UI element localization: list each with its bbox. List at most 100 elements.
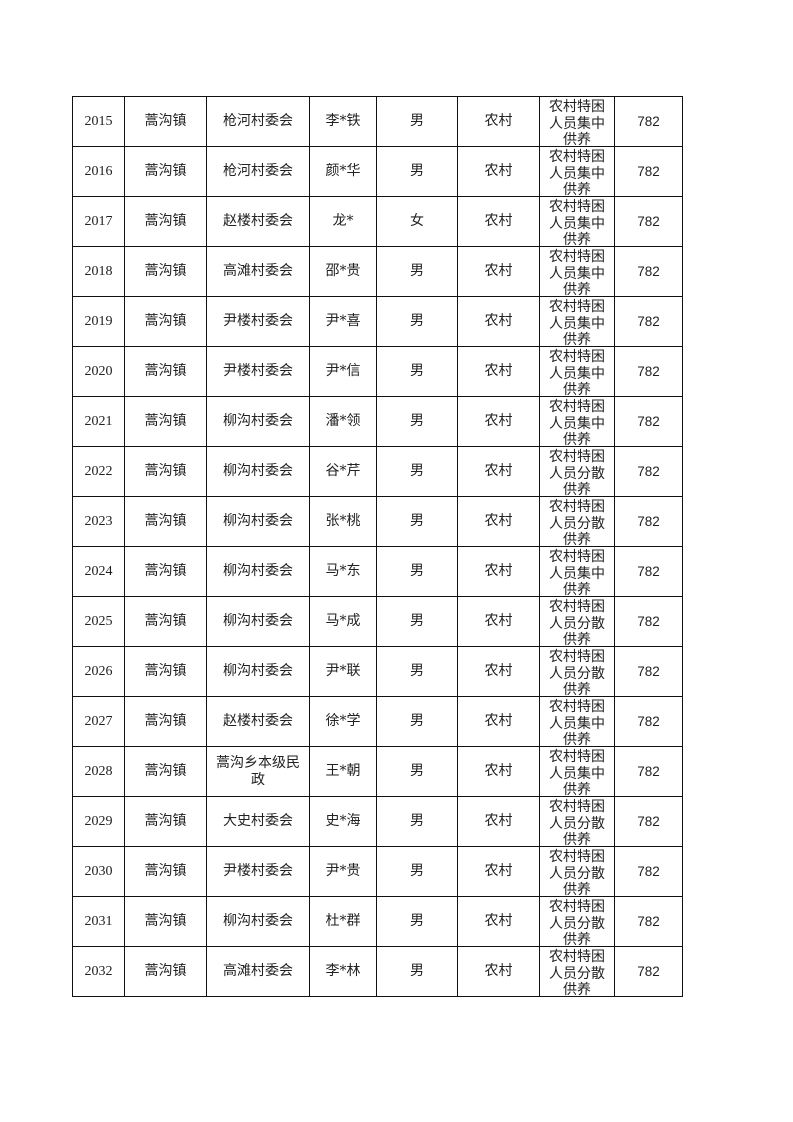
gender-cell-text: 男 [410,713,424,729]
name-cell: 尹*贵 [309,846,377,897]
support-type-cell: 农村特困人员集中供养 [539,396,615,447]
row-number-cell: 2023 [72,496,125,547]
area-cell: 农村 [457,596,540,647]
gender-cell: 男 [376,846,458,897]
support-type-cell-text: 农村特困人员集中供养 [549,549,605,596]
gender-cell-text: 男 [410,663,424,679]
amount-cell: 782 [614,196,683,247]
amount-cell-text: 782 [637,914,660,929]
support-type-cell-text: 农村特困人员分散供养 [549,849,605,896]
town-cell: 蒿沟镇 [124,796,207,847]
town-cell: 蒿沟镇 [124,96,207,147]
table-row: 2016 蒿沟镇 枪河村委会 颜*华 男 农村 农村特困人员集中供养 782 [72,146,683,197]
row-number-cell: 2027 [72,696,125,747]
amount-cell-text: 782 [637,664,660,679]
area-cell: 农村 [457,196,540,247]
name-cell-text: 颜*华 [325,163,361,179]
support-type-cell: 农村特困人员集中供养 [539,546,615,597]
support-type-cell: 农村特困人员集中供养 [539,696,615,747]
area-cell-text: 农村 [484,413,513,429]
village-cell: 尹楼村委会 [206,846,310,897]
amount-cell-text: 782 [637,964,660,979]
support-type-cell: 农村特困人员分散供养 [539,796,615,847]
row-number-cell: 2022 [72,446,125,497]
area-cell-text: 农村 [484,613,513,629]
village-cell: 柳沟村委会 [206,896,310,947]
table-row: 2030 蒿沟镇 尹楼村委会 尹*贵 男 农村 农村特困人员分散供养 782 [72,846,683,897]
gender-cell: 男 [376,596,458,647]
gender-cell-text: 男 [410,313,424,329]
area-cell: 农村 [457,896,540,947]
town-cell: 蒿沟镇 [124,446,207,497]
gender-cell: 男 [376,796,458,847]
amount-cell-text: 782 [637,114,660,129]
village-cell-text: 高滩村委会 [223,263,293,279]
name-cell-text: 杜*群 [325,913,361,929]
area-cell: 农村 [457,846,540,897]
table-row: 2022 蒿沟镇 柳沟村委会 谷*芹 男 农村 农村特困人员分散供养 782 [72,446,683,497]
town-cell: 蒿沟镇 [124,896,207,947]
support-type-cell-text: 农村特困人员集中供养 [549,99,605,146]
name-cell: 杜*群 [309,896,377,947]
name-cell-text: 徐*学 [325,713,361,729]
support-type-cell: 农村特困人员分散供养 [539,896,615,947]
row-number-cell: 2032 [72,946,125,997]
name-cell: 马*东 [309,546,377,597]
area-cell-text: 农村 [484,213,513,229]
village-cell: 柳沟村委会 [206,396,310,447]
amount-cell: 782 [614,746,683,797]
support-type-cell-text: 农村特困人员集中供养 [549,399,605,446]
table-row: 2031 蒿沟镇 柳沟村委会 杜*群 男 农村 农村特困人员分散供养 782 [72,896,683,947]
support-type-cell: 农村特困人员分散供养 [539,846,615,897]
amount-cell-text: 782 [637,714,660,729]
row-number-cell-text: 2032 [84,964,113,979]
village-cell-text: 柳沟村委会 [223,563,293,579]
amount-cell: 782 [614,346,683,397]
amount-cell: 782 [614,246,683,297]
amount-cell-text: 782 [637,414,660,429]
amount-cell: 782 [614,296,683,347]
area-cell: 农村 [457,296,540,347]
gender-cell-text: 男 [410,813,424,829]
town-cell-text: 蒿沟镇 [144,563,187,579]
gender-cell-text: 男 [410,963,424,979]
name-cell-text: 李*林 [325,963,361,979]
table-row: 2026 蒿沟镇 柳沟村委会 尹*联 男 农村 农村特困人员分散供养 782 [72,646,683,697]
gender-cell: 男 [376,496,458,547]
town-cell: 蒿沟镇 [124,596,207,647]
town-cell-text: 蒿沟镇 [144,863,187,879]
town-cell-text: 蒿沟镇 [144,713,187,729]
town-cell: 蒿沟镇 [124,946,207,997]
amount-cell-text: 782 [637,214,660,229]
table-row: 2018 蒿沟镇 高滩村委会 邵*贵 男 农村 农村特困人员集中供养 782 [72,246,683,297]
village-cell-text: 高滩村委会 [223,963,293,979]
name-cell: 尹*信 [309,346,377,397]
support-type-cell-text: 农村特困人员分散供养 [549,799,605,846]
table-row: 2021 蒿沟镇 柳沟村委会 潘*领 男 农村 农村特困人员集中供养 782 [72,396,683,447]
town-cell-text: 蒿沟镇 [144,163,187,179]
gender-cell-text: 男 [410,263,424,279]
row-number-cell: 2028 [72,746,125,797]
table-row: 2023 蒿沟镇 柳沟村委会 张*桃 男 农村 农村特困人员分散供养 782 [72,496,683,547]
gender-cell-text: 男 [410,763,424,779]
amount-cell: 782 [614,596,683,647]
gender-cell: 男 [376,96,458,147]
row-number-cell: 2016 [72,146,125,197]
row-number-cell: 2031 [72,896,125,947]
support-type-cell: 农村特困人员分散供养 [539,946,615,997]
village-cell-text: 尹楼村委会 [223,313,293,329]
area-cell-text: 农村 [484,363,513,379]
area-cell: 农村 [457,946,540,997]
village-cell: 柳沟村委会 [206,546,310,597]
amount-cell: 782 [614,646,683,697]
gender-cell: 男 [376,296,458,347]
table-row: 2029 蒿沟镇 大史村委会 史*海 男 农村 农村特困人员分散供养 782 [72,796,683,847]
name-cell: 颜*华 [309,146,377,197]
gender-cell: 男 [376,446,458,497]
table-row: 2025 蒿沟镇 柳沟村委会 马*成 男 农村 农村特困人员分散供养 782 [72,596,683,647]
name-cell: 李*铁 [309,96,377,147]
support-type-cell-text: 农村特困人员集中供养 [549,749,605,796]
village-cell: 枪河村委会 [206,96,310,147]
support-type-cell-text: 农村特困人员分散供养 [549,899,605,946]
name-cell: 尹*联 [309,646,377,697]
